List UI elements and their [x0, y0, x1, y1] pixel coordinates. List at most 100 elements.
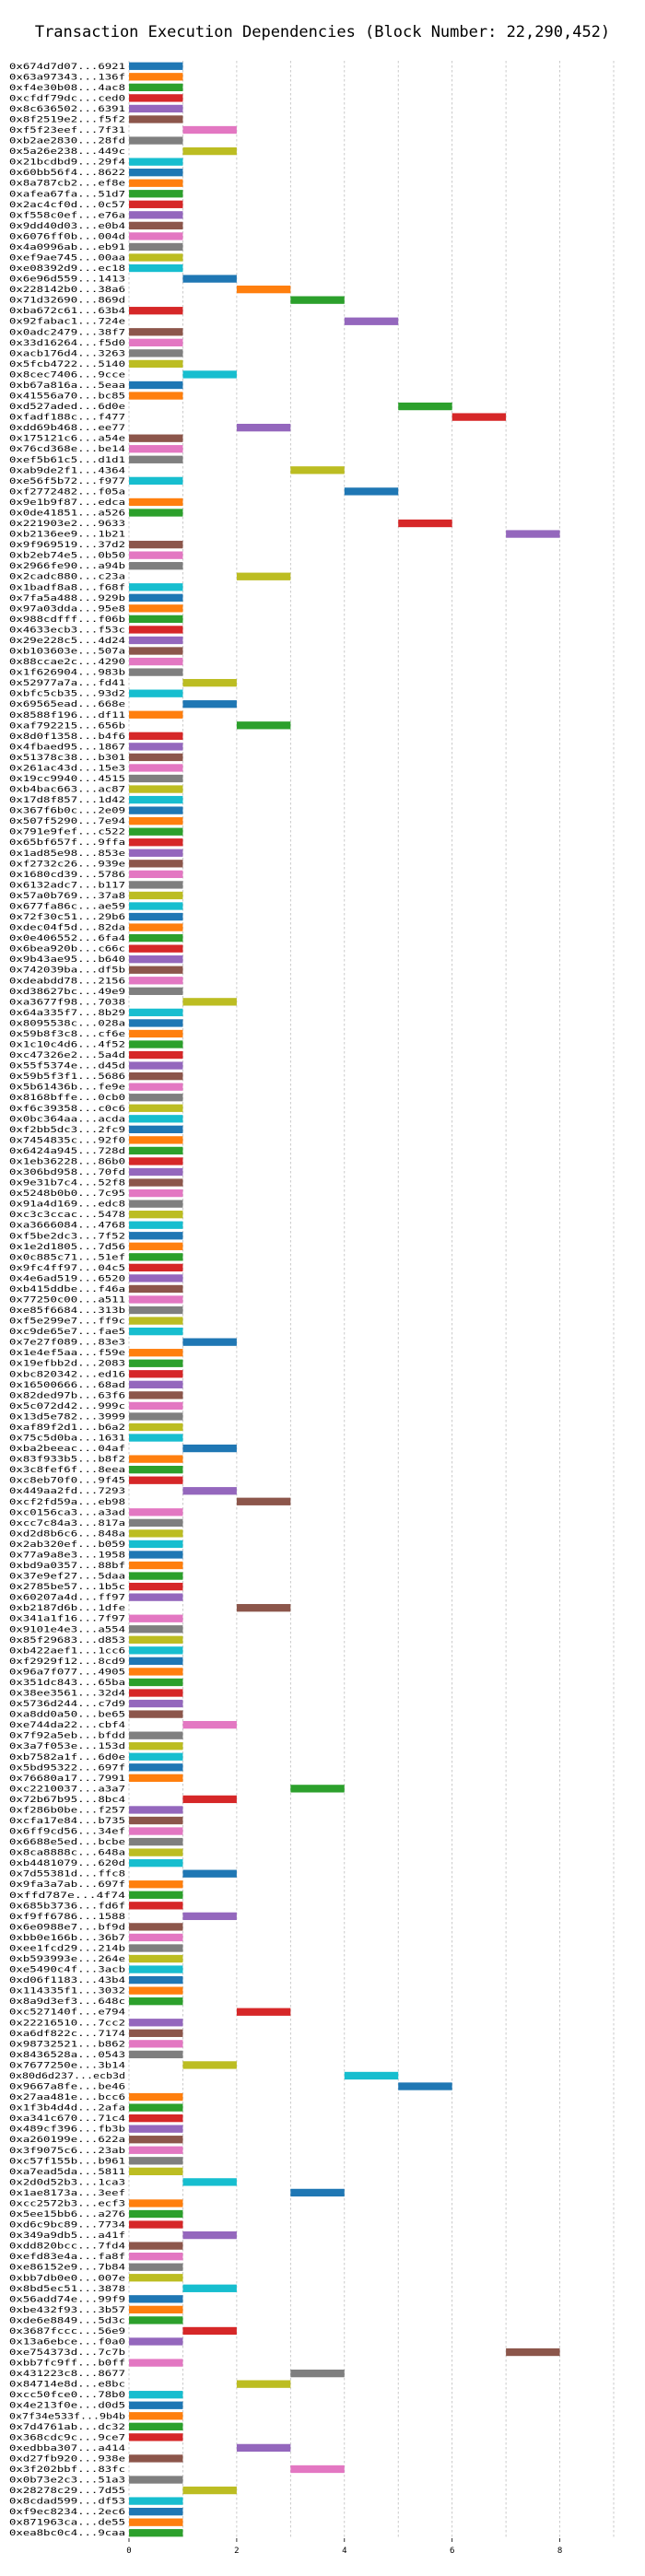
y-tick-label: 0x1f626904...983b	[9, 669, 125, 678]
y-tick-label: 0xef5b61c5...d1d1	[9, 456, 125, 465]
y-tick-label: 0xde6e8849...5d3c	[9, 2316, 125, 2325]
bar	[129, 1263, 183, 1272]
bar	[129, 689, 183, 697]
bar	[129, 104, 183, 113]
bar	[129, 1518, 183, 1528]
bar	[129, 1859, 183, 1868]
y-tick-label: 0x8bd5ec51...3878	[9, 2285, 125, 2294]
bar	[129, 933, 183, 943]
bar	[129, 2199, 183, 2207]
y-tick-label: 0x76680a17...7991	[9, 1774, 125, 1784]
bar	[129, 2391, 183, 2399]
y-tick-label: 0x8c636502...6391	[9, 105, 125, 114]
y-tick-label: 0xb422aef1...1cc6	[9, 1646, 125, 1656]
bar	[129, 476, 183, 486]
bar	[129, 1200, 183, 1208]
y-tick-label: 0x5a26e238...449c	[9, 147, 125, 157]
bar	[506, 2348, 560, 2357]
bar	[129, 253, 183, 262]
y-tick-label: 0x19cc9940...4515	[9, 775, 125, 784]
y-tick-label: 0xa3677f98...7038	[9, 998, 125, 1007]
y-tick-label: 0xba2beeac...04af	[9, 1445, 125, 1454]
bar	[129, 2422, 183, 2430]
y-tick-label: 0x5ee15bb6...a276	[9, 2210, 125, 2219]
bar	[182, 2231, 237, 2240]
bar	[129, 1965, 183, 1973]
y-tick-label: 0x8cdad599...df53	[9, 2498, 125, 2507]
bar	[129, 2019, 183, 2027]
y-tick-label: 0x77a9a8e3...1958	[9, 1551, 125, 1560]
bar	[129, 1551, 183, 1559]
y-tick-label: 0x92fabac1...724e	[9, 318, 125, 327]
y-tick-label: 0x685b3736...fd6f	[9, 1902, 125, 1911]
y-tick-label: 0x6424a945...728d	[9, 1147, 125, 1156]
y-tick-label: 0x64a335f7...8b29	[9, 1009, 125, 1018]
bar	[182, 1444, 237, 1453]
bar	[129, 1699, 183, 1708]
bar	[129, 540, 183, 549]
bar	[182, 678, 237, 687]
bar	[129, 190, 183, 198]
bar	[182, 2284, 237, 2292]
bar	[129, 328, 183, 336]
y-tick-label: 0x80d6d237...ecb3d	[9, 2072, 125, 2081]
bar	[236, 572, 291, 580]
bar	[129, 1146, 183, 1155]
bar	[129, 1253, 183, 1261]
bar	[129, 743, 183, 751]
bar	[129, 2220, 183, 2229]
y-tick-label: 0xffd787e...4f74	[9, 1891, 125, 1901]
y-tick-label: 0x59b5f3f1...5686	[9, 1072, 125, 1082]
bar	[506, 530, 560, 538]
y-tick-label: 0x3c8fef6f...8eea	[9, 1466, 125, 1475]
y-tick-label: 0xbb0e166b...36b7	[9, 1934, 125, 1943]
y-tick-label: 0xf2929f12...8cd9	[9, 1657, 125, 1667]
bar	[398, 2082, 452, 2090]
y-tick-label: 0x674d7d07...6921	[9, 63, 125, 72]
y-tick-label: 0x77250c00...a511	[9, 1296, 125, 1306]
bar	[182, 1795, 237, 1804]
y-tick-label: 0x2ac4cf0d...0c57	[9, 201, 125, 210]
bar	[129, 1816, 183, 1825]
bar	[129, 509, 183, 517]
y-tick-label: 0xee1fcd29...214b	[9, 1944, 125, 1953]
y-tick-label: 0x5c072d42...999c	[9, 1402, 125, 1411]
bar	[129, 2146, 183, 2154]
bar	[129, 2157, 183, 2165]
bar	[129, 902, 183, 910]
bar	[129, 785, 183, 793]
bar	[129, 338, 183, 346]
y-tick-label: 0x341a1f16...7f97	[9, 1615, 125, 1624]
bar	[129, 1306, 183, 1315]
y-tick-label: 0x16500666...68ad	[9, 1381, 125, 1390]
y-tick-label: 0x175121c6...a54e	[9, 435, 125, 444]
bar	[129, 83, 183, 92]
y-tick-label: 0xc8eb70f0...9f45	[9, 1477, 125, 1486]
y-tick-label: 0xf558c0ef...e76a	[9, 211, 125, 220]
bar	[129, 1902, 183, 1910]
y-tick-label: 0x6688e5ed...bcbe	[9, 1838, 125, 1847]
y-tick-label: 0x17d8f857...1d42	[9, 796, 125, 805]
bar	[129, 1646, 183, 1655]
bar	[129, 647, 183, 655]
y-tick-label: 0x63a97343...136f	[9, 73, 125, 82]
y-tick-label: 0x6076ff0b...004d	[9, 232, 125, 241]
y-tick-label: 0x2966fe90...a94b	[9, 562, 125, 571]
x-ticks: 0 2 4 6 8	[126, 2538, 562, 2556]
bar	[129, 1710, 183, 1718]
y-tick-label: 0xb415ddbe...f46a	[9, 1285, 125, 1294]
bar	[129, 1508, 183, 1516]
bar	[129, 381, 183, 390]
y-tick-label: 0x52977a7a...fd41	[9, 679, 125, 688]
y-tick-label: 0xab9de2f1...4364	[9, 466, 125, 475]
bar	[129, 1923, 183, 1931]
y-tick-label: 0x83f933b5...b8f2	[9, 1456, 125, 1465]
bar	[129, 2305, 183, 2314]
y-tick-label: 0x4633ecb3...f53c	[9, 626, 125, 635]
y-tick-label: 0xb2136ee9...1b21	[9, 531, 125, 540]
y-tick-label: 0xdd820bcc...7fd4	[9, 2242, 125, 2252]
y-tick-label: 0xc527140f...e794	[9, 2008, 125, 2018]
x-tick-label: 8	[557, 2547, 562, 2556]
bar	[290, 1785, 345, 1793]
bar	[182, 2061, 237, 2069]
